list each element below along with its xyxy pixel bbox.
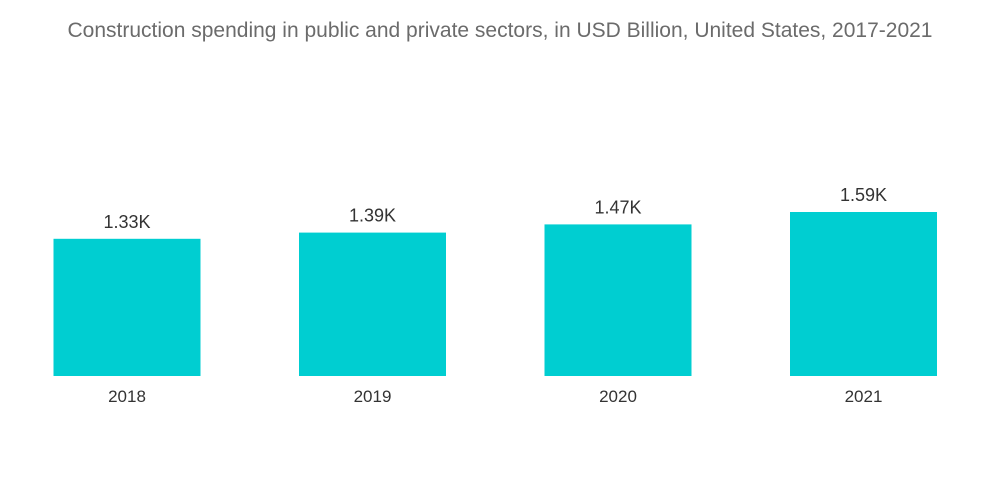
bar-2019 [299, 232, 446, 376]
bar-2021 [790, 212, 937, 376]
chart-title: Construction spending in public and priv… [67, 19, 933, 42]
data-label-2019: 1.39K [349, 206, 396, 226]
x-tick-label-2018: 2018 [108, 387, 146, 406]
data-label-2018: 1.33K [103, 212, 150, 232]
data-label-2020: 1.47K [594, 197, 641, 217]
x-tick-label-2021: 2021 [845, 387, 883, 406]
bars-group [53, 212, 937, 376]
value-labels-group: 1.33K 1.39K 1.47K 1.59K [103, 185, 887, 232]
x-tick-labels-group: 2018 2019 2020 2021 [108, 387, 882, 406]
x-tick-label-2019: 2019 [354, 387, 392, 406]
x-tick-label-2020: 2020 [599, 387, 637, 406]
bar-2018 [53, 238, 201, 376]
data-label-2021: 1.59K [840, 185, 887, 205]
bar-2020 [544, 224, 692, 376]
